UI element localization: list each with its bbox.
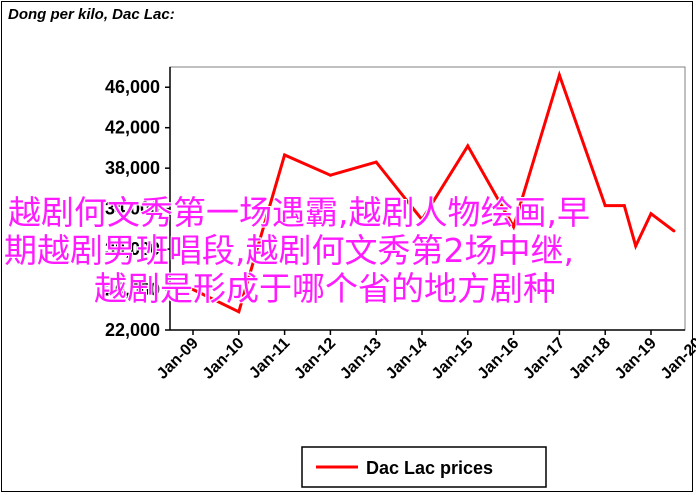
x-tick-label: Jan-15 — [429, 335, 477, 383]
data-point — [512, 225, 516, 229]
y-tick-label: 38,000 — [105, 158, 160, 178]
data-point — [283, 153, 287, 157]
x-tick-label: Jan-17 — [520, 335, 568, 383]
chart-title: Dong per kilo, Dac Lac: — [8, 6, 175, 23]
y-tick-label: 34,000 — [105, 199, 160, 219]
data-point — [420, 218, 424, 222]
data-point — [191, 288, 195, 291]
data-point — [237, 310, 241, 314]
data-point — [374, 160, 378, 164]
y-axis: 22,000 26,000 30,000 34,000 38,000 42,000 46,0… — [105, 67, 171, 340]
series-group — [191, 70, 676, 314]
series-line-0 — [192, 70, 675, 314]
x-tick-label: Jan-20 — [658, 335, 696, 383]
x-tick-label: Jan-19 — [612, 335, 660, 383]
x-tick-label: Jan-16 — [475, 335, 523, 383]
data-point — [557, 73, 561, 77]
y-tick-label: 26,000 — [105, 280, 160, 300]
x-tick-label: Jan-11 — [246, 335, 293, 382]
data-point — [634, 244, 638, 248]
x-tick-label: Jan-13 — [337, 335, 385, 383]
legend-label: Dac Lac prices — [366, 458, 493, 478]
y-tick-label: 30,000 — [105, 239, 160, 259]
legend: Dac Lac prices — [301, 446, 547, 488]
y-tick-label: 22,000 — [105, 320, 160, 340]
data-point — [672, 229, 676, 233]
x-axis: Jan-09Jan-10Jan-11Jan-12Jan-13Jan-14Jan-… — [154, 329, 696, 383]
data-point — [603, 204, 607, 208]
x-tick-label: Jan-09 — [154, 335, 202, 383]
data-point — [466, 144, 470, 148]
x-tick-label: Jan-10 — [200, 335, 248, 383]
x-tick-label: Jan-14 — [383, 335, 431, 383]
y-tick-label: 46,000 — [105, 77, 160, 97]
data-point — [649, 212, 653, 216]
x-tick-label: Jan-18 — [566, 335, 614, 383]
x-tick-label: Jan-12 — [291, 335, 339, 383]
data-point — [328, 173, 332, 177]
y-tick-label: 42,000 — [105, 118, 160, 138]
plot-area — [169, 66, 686, 331]
data-point — [622, 204, 626, 208]
